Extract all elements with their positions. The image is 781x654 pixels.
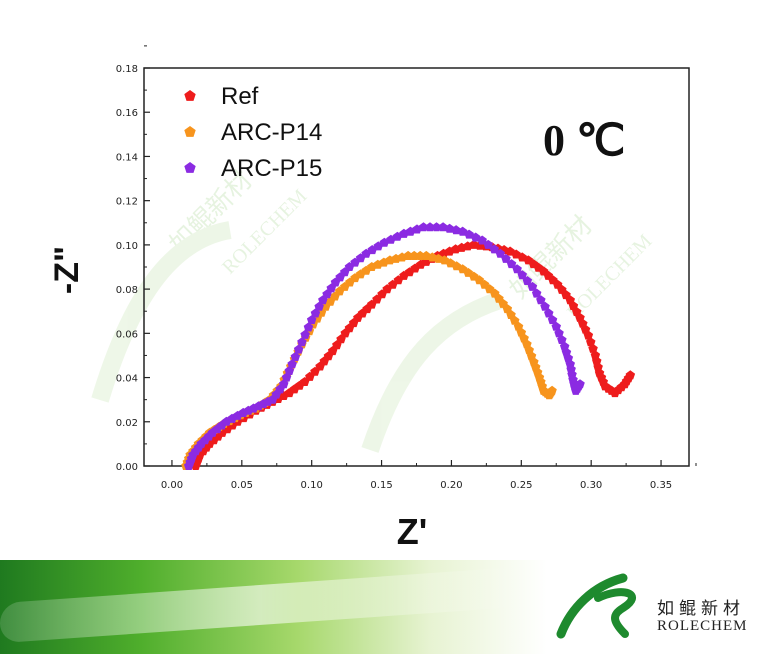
x-tick-label: 0.20 [440, 480, 462, 491]
data-point [431, 222, 442, 232]
x-tick-label: 0.25 [510, 480, 532, 491]
y-axis-title: -Z" [48, 246, 86, 294]
data-point [531, 288, 542, 298]
legend-label-arc-p15: ARC-P15 [221, 155, 322, 182]
eis-nyquist-chart: 如鲲新材 ROLECHEM 如鲲新材 ROLECHEM 0.000.020.04… [48, 45, 697, 552]
data-point [554, 328, 564, 338]
data-point [527, 281, 538, 291]
x-axis-title: Z' [397, 511, 428, 552]
legend-label-ref: Ref [221, 83, 259, 110]
x-tick-label: 0.10 [301, 480, 323, 491]
x-tick-label: 0.05 [231, 480, 253, 491]
y-tick-label: 0.02 [116, 418, 138, 429]
x-tick-label: 0.30 [580, 480, 602, 491]
data-point [501, 253, 511, 263]
legend-marker [184, 126, 196, 137]
data-point [290, 351, 301, 361]
data-point [506, 259, 517, 269]
data-point [547, 385, 557, 395]
data-point [540, 301, 550, 311]
rolechem-logo-icon [556, 573, 636, 639]
data-point [293, 344, 304, 354]
data-point [495, 248, 506, 258]
series-arc-p15 [184, 222, 585, 470]
y-tick-label: 0.12 [116, 197, 138, 208]
x-tick-label: 0.15 [370, 480, 392, 491]
data-point [551, 321, 561, 331]
data-point [575, 379, 585, 389]
watermark-logo-stroke [91, 221, 232, 403]
data-point [409, 250, 419, 260]
data-point [506, 309, 516, 319]
data-point [536, 295, 546, 305]
legend-marker [184, 90, 196, 101]
data-point [287, 359, 297, 369]
data-point [477, 235, 487, 245]
brand-name-cn: 如鲲新材 [657, 599, 745, 619]
data-point [425, 222, 435, 232]
legend-label-arc-p14: ARC-P14 [221, 119, 322, 146]
data-point [522, 276, 533, 285]
data-point [418, 222, 429, 232]
data-point [547, 315, 558, 325]
data-point [544, 308, 554, 318]
series-layer [181, 222, 636, 470]
data-point [510, 315, 520, 325]
data-point [557, 335, 567, 344]
data-point [451, 225, 461, 235]
data-point [517, 270, 527, 280]
data-point [300, 329, 310, 339]
data-point [297, 337, 307, 347]
data-point [502, 304, 513, 314]
data-point [489, 244, 499, 254]
y-axis: 0.00 0.02 0.04 0.06 0.08 0.10 0.12 0.14 0.16 0.18 [116, 45, 150, 473]
y-tick-label: 0.16 [116, 108, 138, 119]
legend-marker [184, 162, 196, 173]
y-tick-label: 0.04 [116, 374, 138, 385]
brand-name-en: ROLECHEM [657, 618, 748, 634]
data-point [483, 239, 493, 249]
y-tick-label: 0.14 [116, 152, 138, 163]
y-tick-label: 0.06 [116, 329, 138, 340]
y-tick-label: 0.00 [116, 462, 138, 473]
legend: Ref ARC-P14 ARC-P15 [184, 83, 322, 182]
y-tick-label: 0.10 [116, 241, 138, 252]
data-point [303, 322, 314, 332]
x-axis: 0.00 0.05 0.10 0.15 0.20 0.25 0.30 0.35 [161, 460, 697, 491]
watermark-logo-stroke-2 [361, 291, 503, 453]
y-tick-label: 0.08 [116, 285, 138, 296]
y-tick-label: 0.18 [116, 64, 138, 75]
data-point [625, 370, 636, 380]
x-tick-label: 0.00 [161, 480, 183, 491]
data-point [512, 264, 522, 274]
x-tick-label: 0.35 [650, 480, 672, 491]
data-point [444, 223, 455, 233]
temperature-annotation: 0 ℃ [543, 116, 625, 165]
